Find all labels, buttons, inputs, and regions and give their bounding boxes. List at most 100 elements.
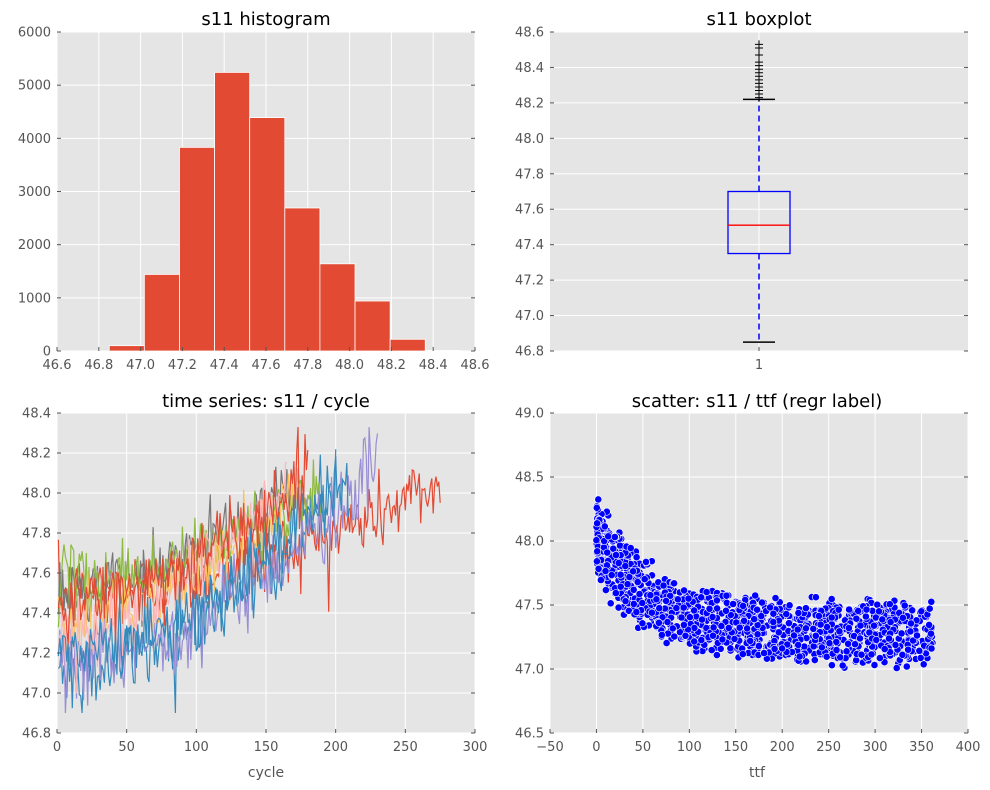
scatter-point bbox=[713, 604, 721, 613]
scatter-point bbox=[832, 638, 841, 646]
timeseries-line bbox=[57, 449, 337, 714]
y-tick-label: 48.0 bbox=[22, 487, 51, 502]
scatter-point bbox=[697, 636, 706, 644]
y-tick-label: 47.4 bbox=[22, 607, 51, 622]
scatter-point bbox=[769, 609, 778, 618]
x-tick-label: 300 bbox=[863, 740, 888, 755]
scatter-point bbox=[612, 551, 620, 559]
scatter-x-ticks: −50 0 50 100 150 200 250 300 350 400 bbox=[536, 729, 980, 755]
x-tick-label: 350 bbox=[909, 740, 934, 755]
scatter-point bbox=[740, 616, 748, 625]
scatter-y-ticks: 46.5 47.0 47.5 48.0 48.5 49.0 bbox=[515, 407, 968, 742]
y-tick-label: 3000 bbox=[18, 185, 51, 200]
y-tick-label: 47.0 bbox=[515, 309, 544, 324]
scatter-point bbox=[753, 630, 762, 639]
scatter-point bbox=[795, 652, 804, 661]
scatter-point bbox=[684, 594, 693, 603]
scatter-point bbox=[626, 544, 635, 552]
scatter-point bbox=[867, 650, 876, 659]
scatter-point bbox=[913, 631, 921, 640]
scatter-point bbox=[633, 578, 642, 586]
scatter-point bbox=[690, 606, 698, 615]
scatter-point bbox=[708, 613, 717, 621]
histogram-bar bbox=[424, 350, 461, 352]
y-tick-label: 48.2 bbox=[515, 96, 544, 111]
scatter-point bbox=[862, 605, 871, 614]
x-tick-label: 48.2 bbox=[377, 358, 406, 373]
y-tick-label: 2000 bbox=[18, 238, 51, 253]
x-tick-label: 200 bbox=[770, 740, 795, 755]
scatter-point bbox=[603, 548, 612, 557]
scatter-point bbox=[845, 624, 853, 632]
x-tick-label: 0 bbox=[592, 740, 600, 755]
y-tick-label: 48.6 bbox=[515, 26, 544, 41]
scatter-point bbox=[838, 661, 847, 670]
x-tick-label: 1 bbox=[755, 358, 763, 373]
scatter-point bbox=[785, 601, 794, 610]
scatter-point bbox=[892, 664, 901, 672]
scatter-point bbox=[718, 635, 727, 644]
scatter-point bbox=[702, 588, 711, 596]
scatter-point bbox=[690, 637, 699, 646]
x-tick-label: 47.2 bbox=[168, 358, 197, 373]
boxplot-title: s11 boxplot bbox=[706, 9, 811, 30]
scatter-point bbox=[738, 650, 747, 658]
scatter-point bbox=[670, 579, 678, 588]
scatter-point bbox=[743, 624, 751, 633]
histogram-bar bbox=[284, 207, 321, 352]
scatter-point bbox=[655, 604, 664, 613]
x-tick-label: 400 bbox=[956, 740, 981, 755]
y-tick-label: 6000 bbox=[18, 26, 51, 41]
x-tick-label: 48.4 bbox=[419, 358, 448, 373]
scatter-point bbox=[602, 586, 610, 594]
x-tick-label: −50 bbox=[536, 740, 563, 755]
scatter-point bbox=[852, 614, 861, 623]
scatter-point bbox=[802, 604, 810, 613]
scatter-point bbox=[724, 624, 733, 632]
scatter-point bbox=[875, 607, 883, 616]
scatter-point bbox=[600, 522, 609, 531]
scatter-point bbox=[674, 595, 682, 604]
scatter-points bbox=[592, 495, 937, 672]
scatter-point bbox=[629, 600, 638, 608]
scatter-point bbox=[592, 503, 601, 512]
boxplot-y-ticks: 46.8 47.0 47.2 47.4 47.6 47.8 48.0 48.2 48.4 48.6 bbox=[515, 26, 968, 360]
scatter-point bbox=[785, 619, 793, 628]
histogram-bar bbox=[143, 274, 180, 352]
scatter-x-axis-label: ttf bbox=[749, 765, 766, 781]
scatter-point bbox=[794, 641, 803, 649]
scatter-point bbox=[909, 636, 917, 645]
scatter-point bbox=[906, 627, 915, 636]
x-tick-label: 250 bbox=[816, 740, 841, 755]
scatter-point bbox=[790, 631, 798, 640]
scatter-point bbox=[593, 557, 601, 566]
scatter-point bbox=[925, 621, 933, 629]
scatter-point bbox=[902, 662, 911, 671]
y-tick-label: 47.2 bbox=[515, 274, 544, 289]
scatter-point bbox=[726, 644, 735, 653]
y-tick-label: 47.0 bbox=[22, 687, 51, 702]
histogram-bar bbox=[389, 338, 426, 352]
boxplot-box bbox=[727, 40, 791, 343]
histogram-title: s11 histogram bbox=[201, 9, 330, 30]
scatter-point bbox=[676, 628, 684, 637]
scatter-point bbox=[746, 637, 755, 645]
x-tick-label: 250 bbox=[393, 740, 418, 755]
histogram-bar bbox=[179, 146, 215, 352]
histogram-bar bbox=[214, 72, 251, 352]
timeseries-line bbox=[57, 426, 309, 644]
x-tick-label: 100 bbox=[184, 740, 209, 755]
scatter-point bbox=[856, 621, 865, 630]
scatter-point bbox=[862, 612, 870, 621]
scatter-point bbox=[722, 591, 731, 600]
scatter-point bbox=[690, 624, 699, 632]
scatter-point bbox=[809, 642, 818, 651]
scatter-point bbox=[662, 597, 670, 605]
scatter-point bbox=[900, 601, 909, 610]
scatter-point bbox=[757, 612, 766, 620]
y-tick-label: 47.2 bbox=[22, 647, 51, 662]
scatter-point bbox=[750, 615, 759, 624]
scatter-point bbox=[672, 604, 681, 612]
scatter-point bbox=[870, 661, 879, 669]
